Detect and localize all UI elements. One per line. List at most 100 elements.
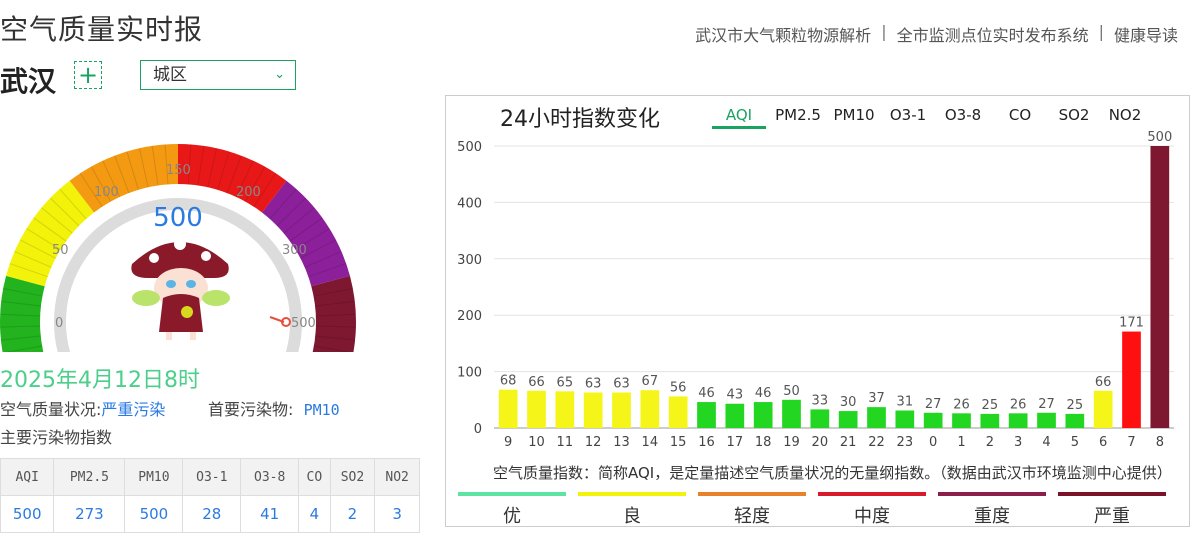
report-datetime: 2025年4月12日8时 xyxy=(0,368,200,393)
gauge-tick-label: 0 xyxy=(55,316,63,331)
y-tick-label: 0 xyxy=(474,422,482,437)
bar-value-label: 27 xyxy=(925,397,942,412)
chart-bar xyxy=(895,410,915,428)
gauge-tick-label: 300 xyxy=(282,243,307,258)
tab-pm25[interactable]: PM2.5 xyxy=(775,106,821,124)
chart-x-ticks: 9 10 11 12 13 14 15 16 17 18 19 20 21 22 23 0 1 2 3 4 5 6 7 8 xyxy=(504,435,1164,450)
chart-bar xyxy=(1065,413,1085,428)
gauge-stripe xyxy=(19,239,56,259)
table-header-cell: NO2 xyxy=(374,458,420,496)
bar-value-label: 66 xyxy=(1095,375,1112,390)
x-tick-label: 17 xyxy=(727,435,744,450)
bar-value-label: 171 xyxy=(1119,316,1144,331)
aqi-level-legend: 优 良 轻度 中度 重度 严重 xyxy=(458,492,1178,528)
link-monitoring-system[interactable]: 全市监测点位实时发布系统 xyxy=(896,26,1089,45)
tab-co[interactable]: CO xyxy=(1008,106,1032,124)
tab-aqi[interactable]: AQI xyxy=(712,104,766,129)
gauge-tick-label: 500 xyxy=(291,316,316,331)
gauge-segments xyxy=(0,144,356,352)
bar-value-label: 56 xyxy=(670,380,687,395)
legend-label: 优 xyxy=(503,506,521,527)
chart-bar xyxy=(697,402,716,428)
chart-bar xyxy=(1037,412,1056,428)
gauge-stripe xyxy=(164,144,169,185)
chart-bar xyxy=(867,407,886,428)
table-header-cell: AQI xyxy=(0,458,55,496)
chart-title: 24小时指数变化 xyxy=(500,107,660,132)
gauge-stripe xyxy=(0,313,41,317)
chart-bar xyxy=(952,413,971,428)
chart-bar xyxy=(725,403,745,428)
gauge-stripe xyxy=(217,151,230,190)
top-links: 武汉市大气颗粒物源解析 | 全市监测点位实时发布系统 | 健康导读 xyxy=(695,22,1178,46)
x-tick-label: 4 xyxy=(1042,435,1050,450)
gauge-stripe xyxy=(126,151,139,190)
chart-bars xyxy=(498,146,1170,428)
gauge-stripe xyxy=(276,197,307,227)
link-source-analysis[interactable]: 武汉市大气颗粒物源解析 xyxy=(695,26,872,45)
bar-value-label: 27 xyxy=(1038,397,1055,412)
gauge-stripe xyxy=(151,145,159,186)
legend-label: 严重 xyxy=(1094,506,1130,527)
legend-swatch xyxy=(698,492,806,496)
x-tick-label: 23 xyxy=(897,435,914,450)
x-tick-label: 9 xyxy=(504,435,512,450)
gauge-stripe xyxy=(308,263,347,278)
gauge-stripe xyxy=(49,197,80,227)
tab-so2[interactable]: SO2 xyxy=(1058,106,1090,124)
bar-value-label: 50 xyxy=(783,384,800,399)
chart-tabs: AQI PM2.5 PM10 O3-1 O3-8 CO SO2 NO2 xyxy=(712,104,1150,129)
gauge-stripe xyxy=(313,345,352,352)
tab-o3-1[interactable]: O3-1 xyxy=(889,106,927,124)
gauge-stripe xyxy=(14,251,52,268)
chart-bar xyxy=(838,411,858,428)
gauge-stripe xyxy=(295,228,330,250)
gauge-stripe xyxy=(102,160,121,198)
gauge-stripe xyxy=(79,173,103,207)
district-select[interactable]: 城区 ⌄ xyxy=(140,60,296,90)
chart-bar xyxy=(668,396,688,428)
table-row: 500 273 500 28 41 4 2 3 xyxy=(0,495,420,533)
tab-no2[interactable]: NO2 xyxy=(1108,106,1142,124)
chart-note: 空气质量指数：简称AQI，是定量描述空气质量状况的无量纲指数。（数据由武汉市环境… xyxy=(493,464,1172,482)
mushroom-mascot-icon xyxy=(131,238,230,340)
gauge-stripe xyxy=(269,188,297,220)
gauge-segment xyxy=(69,144,178,213)
chart-bar xyxy=(555,391,575,428)
bar-value-label: 68 xyxy=(500,374,517,389)
chart-bar xyxy=(1008,413,1028,428)
gauge-value: 500 xyxy=(153,203,203,233)
legend-item: 优 xyxy=(458,492,566,528)
x-tick-label: 18 xyxy=(755,435,772,450)
legend-item: 轻度 xyxy=(698,492,806,528)
chart-bar xyxy=(753,402,773,428)
add-city-button[interactable]: + xyxy=(74,61,102,89)
gauge-stripe xyxy=(315,313,356,317)
bar-value-label: 30 xyxy=(840,395,857,410)
bar-value-label: 67 xyxy=(642,374,659,389)
chart-bar xyxy=(980,413,1000,428)
table-cell: 28 xyxy=(182,495,242,533)
district-select-value: 城区 xyxy=(153,65,187,85)
gauge-stripe xyxy=(138,148,149,188)
gauge-segment xyxy=(178,144,287,213)
y-tick-label: 100 xyxy=(457,366,482,381)
gauge-segment xyxy=(262,180,350,287)
pollutant-index-table: AQI PM2.5 PM10 O3-1 O3-8 CO SO2 NO2 500 … xyxy=(0,458,420,533)
x-tick-label: 3 xyxy=(1014,435,1022,450)
chart-y-ticks: 0 100 200 300 400 500 xyxy=(457,140,482,437)
tab-pm10[interactable]: PM10 xyxy=(833,106,875,124)
tab-o3-8[interactable]: O3-8 xyxy=(944,106,982,124)
bar-value-label: 43 xyxy=(727,388,744,403)
y-tick-label: 300 xyxy=(457,253,482,268)
x-tick-label: 11 xyxy=(557,435,574,450)
gauge-segment xyxy=(311,275,356,352)
legend-label: 重度 xyxy=(974,506,1010,527)
gauge-stripe xyxy=(226,155,242,194)
x-tick-label: 6 xyxy=(1099,435,1107,450)
bar-value-label: 25 xyxy=(982,398,999,413)
link-health-guide[interactable]: 健康导读 xyxy=(1113,26,1178,45)
link-separator: | xyxy=(881,22,887,41)
gauge-stripe xyxy=(1,300,41,307)
chevron-down-icon: ⌄ xyxy=(274,67,285,82)
